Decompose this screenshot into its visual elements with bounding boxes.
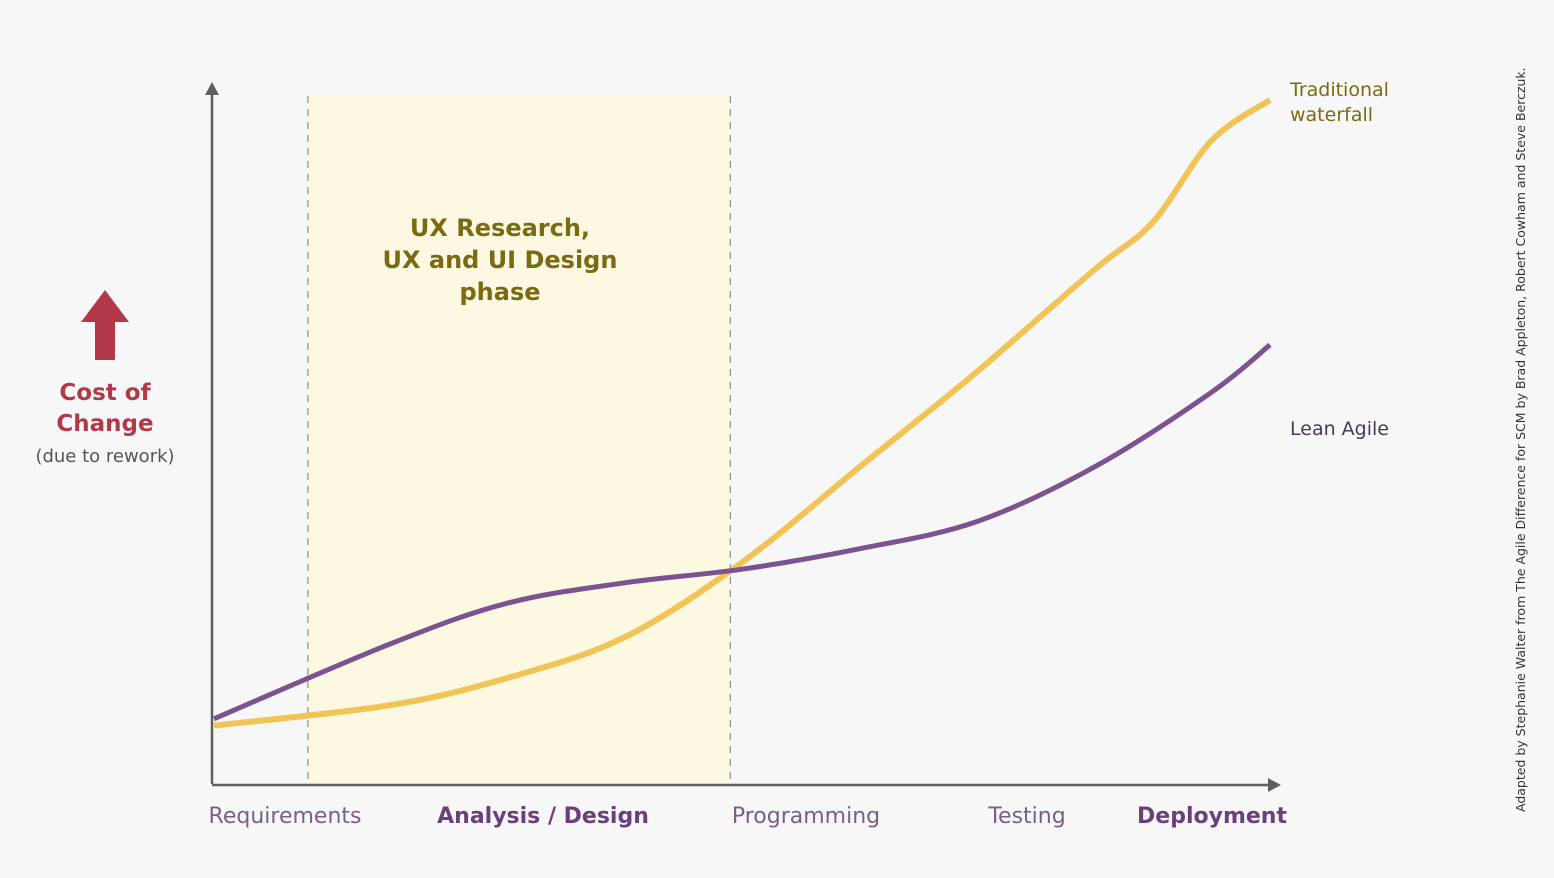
y-axis-subtitle: (due to rework) xyxy=(35,446,175,467)
series-label-lean-agile: Lean Agile xyxy=(1290,417,1389,442)
x-tick-requirements: Requirements xyxy=(208,804,362,829)
y-axis-label: Cost of Change (due to rework) xyxy=(20,290,190,467)
series-label-waterfall: Traditional waterfall xyxy=(1290,78,1389,128)
highlight-region-label: UX Research, UX and UI Design phase xyxy=(340,212,660,308)
x-tick-analysis-design: Analysis / Design xyxy=(437,804,649,829)
series-label-line: waterfall xyxy=(1290,104,1374,126)
y-axis-arrowhead xyxy=(205,82,219,95)
x-tick-programming: Programming xyxy=(731,804,881,829)
series-line-lean-agile xyxy=(213,342,1272,722)
x-tick-deployment: Deployment xyxy=(1137,804,1287,829)
y-axis-title: Cost of Change xyxy=(20,378,190,440)
series-label-line: Traditional xyxy=(1290,79,1389,101)
highlight-region xyxy=(307,96,731,786)
series-line-traditional-waterfall xyxy=(213,97,1272,729)
highlight-label-line: UX Research, xyxy=(409,214,591,242)
x-axis-arrowhead xyxy=(1268,778,1281,792)
source-credit: Adapted by Stephanie Walter from The Agi… xyxy=(1513,67,1528,812)
series-label-line: Lean Agile xyxy=(1290,418,1389,440)
arrow-up-icon xyxy=(81,290,129,360)
y-axis-title-line: Cost of xyxy=(59,380,151,406)
y-axis-title-line: Change xyxy=(56,411,154,437)
highlight-label-line: phase xyxy=(459,278,541,306)
highlight-label-line: UX and UI Design xyxy=(382,246,618,274)
x-tick-testing: Testing xyxy=(988,804,1066,829)
